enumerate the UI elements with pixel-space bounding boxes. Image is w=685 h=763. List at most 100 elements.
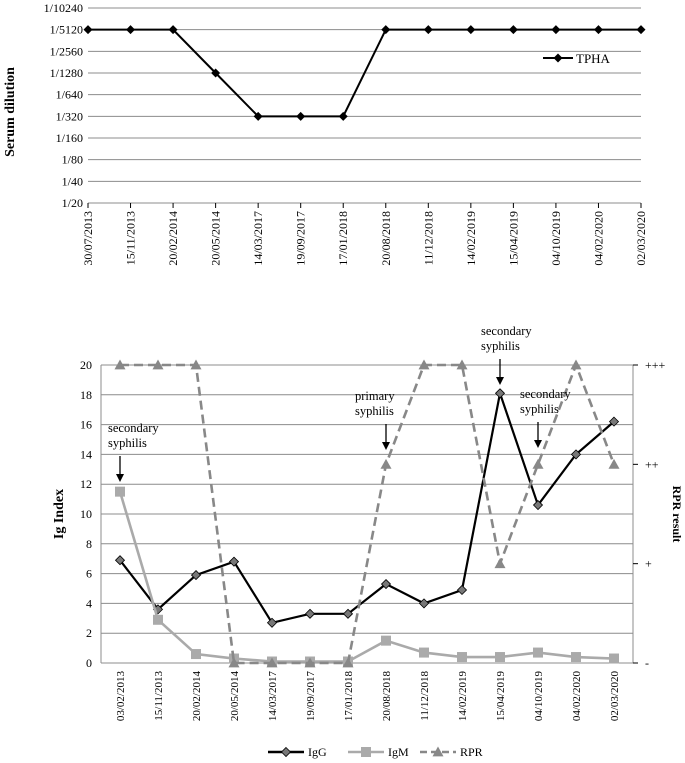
ig-y2-tick-labels: -++++++ bbox=[633, 358, 666, 670]
series-point-rpr bbox=[494, 558, 506, 569]
legend-label-igg: IgG bbox=[308, 745, 327, 759]
series-point-igg bbox=[114, 555, 126, 566]
series-point-igm bbox=[115, 486, 125, 497]
tpha-point bbox=[466, 25, 476, 35]
ig-y-tick-label: 12 bbox=[80, 477, 92, 491]
ig-y-tick-label: 0 bbox=[86, 656, 92, 670]
annotation-arrow-head bbox=[382, 442, 390, 450]
ig-y-tick-label: 2 bbox=[86, 626, 92, 640]
ig-x-tick-label: 17/01/2018 bbox=[343, 671, 355, 722]
ig-x-tick-label: 04/10/2019 bbox=[533, 671, 545, 722]
series-point-igm bbox=[571, 652, 581, 663]
tpha-y-tick-label: 1/640 bbox=[56, 88, 83, 102]
series-point-igg bbox=[418, 598, 430, 609]
series-point-igg bbox=[304, 608, 316, 619]
ig-y-tick-label: 20 bbox=[80, 358, 92, 372]
ig-series bbox=[114, 359, 620, 668]
tpha-point bbox=[253, 111, 263, 121]
series-point-igg bbox=[570, 449, 582, 460]
tpha-x-tick-label: 04/10/2019 bbox=[549, 211, 563, 266]
series-point-rpr bbox=[532, 458, 544, 469]
ig-x-tick-label: 03/02/2013 bbox=[115, 671, 127, 722]
series-point-rpr bbox=[152, 359, 164, 370]
tpha-x-tick-label: 20/02/2014 bbox=[166, 211, 180, 266]
tpha-y-tick-label: 1/320 bbox=[56, 109, 83, 123]
tpha-x-tick-label: 14/03/2017 bbox=[251, 211, 265, 266]
ig-gridlines bbox=[100, 364, 634, 664]
ig-y-tick-labels: 0 2 4 6 8 10 12 14 16 18 20 bbox=[80, 358, 92, 670]
annotation-arrow-head bbox=[496, 377, 504, 385]
tpha-x-tick-label: 20/05/2014 bbox=[209, 211, 223, 266]
tpha-point bbox=[83, 25, 93, 35]
tpha-point bbox=[296, 111, 306, 121]
tpha-legend-label: TPHA bbox=[576, 51, 611, 66]
tpha-x-tick-labels: 30/07/2013 15/11/2013 20/02/2014 20/05/2014… bbox=[81, 211, 648, 266]
series-point-igg bbox=[342, 608, 354, 619]
series-point-igg bbox=[190, 570, 202, 581]
series-point-igg bbox=[494, 388, 506, 399]
tpha-y-tick-label: 1/20 bbox=[62, 196, 83, 210]
series-point-rpr bbox=[304, 657, 316, 668]
ig-annotations: secondarysyphilisprimarysyphilissecondar… bbox=[108, 324, 571, 482]
ig-x-tick-label: 14/03/2017 bbox=[267, 671, 279, 722]
series-point-igg bbox=[532, 499, 544, 511]
legend-marker-rpr bbox=[432, 746, 444, 757]
tpha-point bbox=[423, 25, 433, 35]
tpha-gridlines bbox=[88, 7, 641, 204]
ig-x-tick-label: 04/02/2020 bbox=[571, 671, 583, 722]
tpha-x-tick-label: 19/09/2017 bbox=[294, 211, 308, 266]
series-point-igg bbox=[228, 556, 240, 567]
tpha-y-axis-label: Serum dilution bbox=[3, 67, 18, 157]
tpha-y-tick-label: 1/160 bbox=[56, 131, 83, 145]
series-point-igm bbox=[533, 647, 543, 658]
tpha-y-tick-label: 1/10240 bbox=[44, 1, 83, 15]
tpha-y-tick-label: 1/2560 bbox=[50, 44, 83, 58]
ig-y-axis-label: Ig Index bbox=[52, 489, 67, 539]
tpha-y-tick-label: 1/5120 bbox=[50, 23, 83, 37]
ig-x-tick-label: 19/09/2017 bbox=[305, 671, 317, 722]
legend-label-rpr: RPR bbox=[460, 745, 483, 759]
tpha-point bbox=[168, 25, 178, 35]
tpha-x-tick-label: 04/02/2020 bbox=[591, 211, 605, 266]
tpha-x-tick-label: 20/08/2018 bbox=[379, 211, 393, 266]
tpha-x-tick-label: 30/07/2013 bbox=[81, 211, 95, 266]
tpha-legend-marker bbox=[553, 53, 563, 63]
ig-y-tick-label: 10 bbox=[80, 507, 92, 521]
tpha-y-tick-label: 1/80 bbox=[62, 153, 83, 167]
tpha-x-tick-marks bbox=[87, 203, 642, 208]
legend-label-igm: IgM bbox=[388, 745, 409, 759]
tpha-point bbox=[126, 25, 136, 35]
ig-y-tick-label: 8 bbox=[86, 537, 92, 551]
ig-x-tick-label: 02/03/2020 bbox=[609, 671, 621, 722]
annotation-arrow-head bbox=[116, 474, 124, 482]
ig-x-tick-label: 15/11/2013 bbox=[153, 671, 165, 721]
tpha-series bbox=[83, 25, 646, 121]
series-line-igm bbox=[118, 491, 615, 663]
annotation-text: secondary bbox=[108, 421, 159, 435]
series-point-igm bbox=[191, 649, 201, 660]
ig-y2-tick-label: - bbox=[645, 656, 649, 670]
ig-x-tick-label: 20/08/2018 bbox=[381, 671, 393, 722]
series-point-rpr bbox=[266, 657, 278, 668]
annotation-text: syphilis bbox=[520, 402, 559, 416]
ig-x-tick-label: 11/12/2018 bbox=[419, 671, 431, 721]
ig-x-tick-label: 15/04/2019 bbox=[495, 671, 507, 722]
tpha-x-tick-label: 02/03/2020 bbox=[634, 211, 648, 266]
rpr-y-axis-label: RPR result bbox=[670, 486, 684, 543]
tpha-point bbox=[508, 25, 518, 35]
ig-y-tick-label: 4 bbox=[86, 596, 92, 610]
tpha-point bbox=[211, 68, 221, 78]
tpha-point bbox=[381, 25, 391, 35]
series-line-igg bbox=[119, 389, 615, 625]
tpha-y-tick-label: 1/40 bbox=[62, 174, 83, 188]
series-point-igm bbox=[381, 635, 391, 646]
ig-x-tick-labels: 03/02/2013 15/11/2013 20/02/2014 20/05/2014… bbox=[115, 671, 621, 722]
annotation-arrow-head bbox=[534, 440, 542, 448]
series-point-rpr bbox=[228, 657, 240, 668]
series-point-igg bbox=[456, 584, 468, 596]
tpha-y-tick-label: 1/1280 bbox=[50, 66, 83, 80]
series-point-rpr bbox=[570, 359, 582, 370]
ig-y-tick-label: 18 bbox=[80, 388, 92, 402]
